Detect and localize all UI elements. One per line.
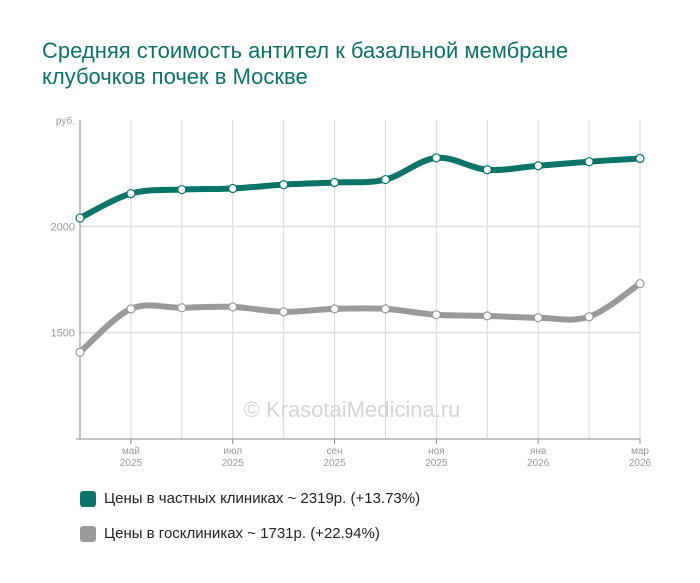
x-tick-label-month: сен (326, 446, 342, 457)
data-point-public (635, 278, 645, 289)
x-tick-label-month: май (122, 446, 140, 457)
data-point-public (584, 312, 594, 322)
x-tick-label-year: 2025 (222, 458, 245, 469)
y-tick-label: руб. (56, 115, 75, 127)
data-point-public (228, 302, 238, 312)
data-point-private (431, 153, 441, 163)
data-point-private (228, 183, 238, 194)
data-point-private (279, 180, 289, 190)
x-tick-label-month: июл (223, 446, 242, 457)
data-point-public (380, 304, 391, 314)
data-point-private (584, 157, 594, 167)
data-point-public (533, 313, 543, 323)
x-tick-label-year: 2025 (323, 458, 346, 469)
y-tick-label: 2000 (51, 221, 75, 233)
x-tick-label-year: 2026 (527, 458, 550, 469)
data-point-public (75, 347, 85, 357)
watermark: © KrasotaiMedicina.ru (244, 397, 461, 422)
legend-item-private[interactable]: Цены в частных клиниках ~ 2319р. (+13.73… (80, 490, 420, 507)
x-tick-label-year: 2025 (425, 458, 448, 469)
data-point-private (482, 165, 492, 175)
data-point-public (482, 311, 492, 321)
legend-swatch-private (80, 490, 96, 507)
data-point-private (533, 161, 543, 171)
data-point-public (126, 304, 136, 314)
series-line-public (77, 280, 643, 356)
legend-label-public: Цены в госклиниках ~ 1731р. (+22.94%) (104, 525, 380, 542)
chart-title: Средняя стоимость антител к базальной ме… (42, 38, 569, 89)
data-point-private (635, 153, 645, 164)
data-point-private (126, 188, 136, 199)
x-tick-label-year: 2025 (120, 458, 143, 469)
x-tick-label-month: мар (631, 446, 649, 457)
legend-swatch-public (80, 525, 96, 542)
data-point-private (177, 184, 187, 195)
data-point-public (177, 303, 187, 313)
data-point-private (75, 213, 85, 223)
y-tick-label: 1500 (51, 328, 75, 340)
x-tick-label-month: ноя (428, 446, 445, 457)
data-point-private (380, 174, 391, 185)
data-point-public (279, 307, 289, 317)
x-tick-label-year: 2026 (629, 458, 652, 469)
data-point-public (329, 304, 340, 314)
data-point-private (329, 177, 340, 188)
legend-item-public[interactable]: Цены в госклиниках ~ 1731р. (+22.94%) (80, 525, 380, 542)
series-line-private (77, 154, 643, 222)
data-point-public (431, 310, 441, 320)
x-tick-label-month: янв (530, 446, 546, 457)
legend-label-private: Цены в частных клиниках ~ 2319р. (+13.73… (104, 490, 421, 507)
